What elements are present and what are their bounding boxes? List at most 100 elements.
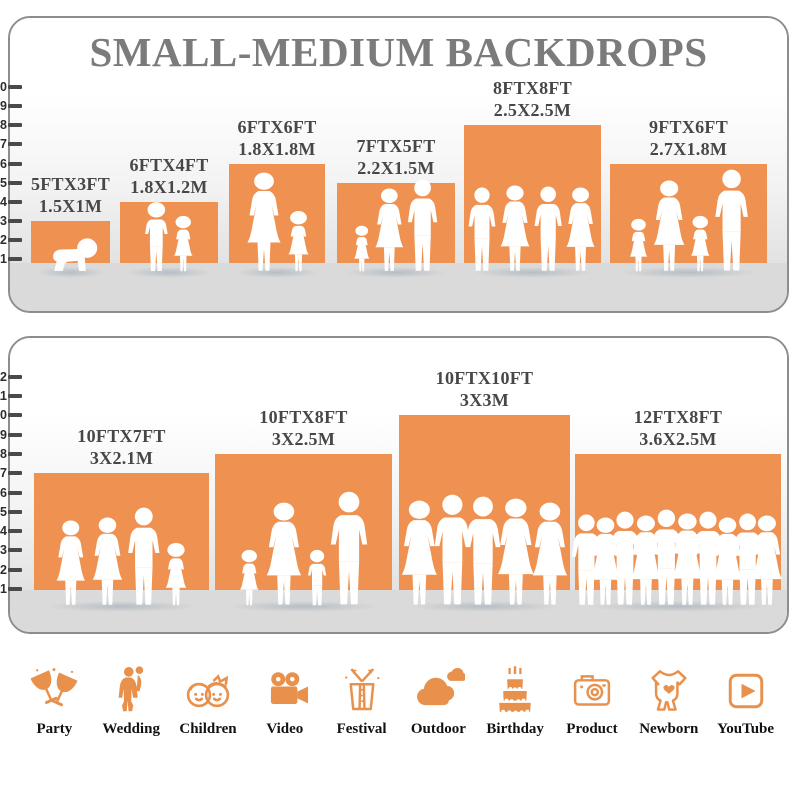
size-ft-label: 10FTX10FT [435,368,534,389]
backdrop-size-label: 12FTX8FT 3.6X2.5M [583,406,773,450]
y-tick-label: 9 [0,427,7,442]
children-icon [186,674,230,708]
y-tick-dash [8,451,22,456]
y-tick-label: 3 [0,213,7,228]
backdrop-size-label: 10FTX7FT 3X2.1M [27,425,217,469]
y-tick-label: 6 [0,485,7,500]
figure-shadow [125,267,213,278]
large-backdrops-panel: 12345678910111210FTX7FT3X2.1M10FTX8FT3X2… [0,336,789,634]
figure-shadow [409,601,560,612]
category-label: Children [179,721,237,737]
wedding-icon [118,666,144,712]
birthday-icon [499,666,531,715]
y-tick-dash [8,161,22,166]
y-tick-dash [8,180,22,185]
backdrop-size-label: 10FTX10FT 3X3M [390,367,580,411]
size-ft-label: 8FTX8FT [492,78,573,99]
category-label: Party [36,721,73,737]
y-tick-dash [8,142,22,147]
y-tick-dash [8,413,22,418]
y-tick-label: 9 [0,99,7,114]
backdrop-size-label: 8FTX8FT 2.5X2.5M [438,77,628,121]
size-ft-label: 6FTX6FT [237,116,317,137]
y-tick-dash [8,104,22,109]
backdrop-size-label: 6FTX6FT 1.8X1.8M [182,116,372,160]
category-outdoor: Outdoor [400,648,477,766]
size-m-label: 3X3M [459,390,510,411]
category-label: Video [266,721,304,737]
y-tick-label: 2 [0,232,7,247]
figure-shadow [472,267,593,278]
y-tick-dash [8,257,22,261]
category-newborn: Newborn [630,648,707,766]
y-tick-dash [8,471,22,476]
backdrop-bar [120,201,218,263]
y-tick-label: 1 [0,252,7,266]
youtube-icon [728,673,763,709]
size-m-label: 2.5X2.5M [493,100,572,121]
y-tick-label: 6 [0,156,7,171]
size-ft-label: 10FTX7FT [77,426,166,447]
backdrop-bar [575,453,781,590]
size-m-label: 2.2X1.5M [357,157,435,178]
y-tick-label: 8 [0,446,7,461]
figure-shadow [225,601,382,612]
size-ft-label: 7FTX5FT [356,135,436,156]
category-birthday: Birthday [477,648,554,766]
y-tick-dash [8,509,22,514]
size-m-label: 1.8X1.2M [130,176,208,197]
small-medium-backdrops-panel: SMALL-MEDIUM BACKDROPS 1 2 3 4 5 6 7 8 9 10 5FTX3F… [0,16,789,313]
size-ft-label: 6FTX4FT [129,154,209,175]
newborn-icon [651,670,687,711]
y-tick-label: 5 [0,175,7,190]
y-tick-dash [8,374,22,379]
size-ft-label: 12FTX8FT [633,406,723,427]
backdrop-bar [337,182,455,263]
y-tick-label: 12 [0,369,7,384]
y-tick-dash [8,394,22,398]
y-tick-dash [8,587,22,591]
y-tick-label: 7 [0,137,7,152]
size-m-label: 1.8X1.8M [238,138,316,159]
floor [10,263,787,311]
category-party: Party [16,648,93,766]
category-label: Wedding [102,721,160,737]
y-tick-dash [8,548,22,553]
size-ft-label: 9FTX6FT [648,116,729,137]
y-tick-label: 5 [0,504,7,519]
category-label: Newborn [639,721,699,737]
size-ft-label: 5FTX3FT [30,173,111,194]
category-label: YouTube [717,721,775,737]
y-tick-dash [8,199,22,204]
y-tick-dash [8,432,22,437]
backdrop-size-label: 9FTX6FT 2.7X1.8M [594,116,784,160]
category-label: Product [566,721,618,737]
category-video: Video [246,648,323,766]
backdrop-bar [34,473,209,590]
product-icon [573,675,611,706]
y-tick-dash [8,237,22,242]
category-label: Outdoor [410,721,466,737]
category-youtube: YouTube [707,648,784,766]
y-tick-dash [8,490,22,495]
figure-shadow [234,267,320,278]
size-m-label: 3X2.5M [271,428,336,449]
y-tick-dash [8,85,22,90]
backdrop-size-label: 7FTX5FT 2.2X1.5M [301,135,491,179]
y-tick-label: 4 [0,194,7,209]
figure-shadow [587,601,769,612]
y-tick-label: 8 [0,118,7,133]
figure-shadow [44,601,199,612]
category-label: Birthday [486,721,544,737]
party-icon [30,668,78,707]
backdrop-bar [215,453,392,590]
backdrop-size-label: 5FTX3FT 1.5X1M [0,173,166,217]
y-tick-label: 10 [0,408,7,423]
page-title: SMALL-MEDIUM BACKDROPS [89,29,708,75]
size-m-label: 3X2.1M [89,448,154,469]
y-tick-label: 11 [0,389,7,403]
backdrop-size-label: 10FTX8FT 3X2.5M [209,406,399,450]
size-m-label: 2.7X1.8M [649,138,728,159]
y-tick-dash [8,529,22,534]
